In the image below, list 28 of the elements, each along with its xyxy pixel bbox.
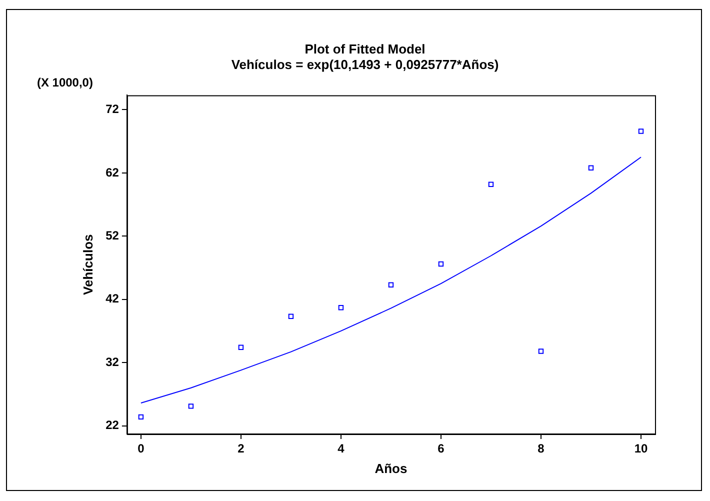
point <box>538 348 544 354</box>
point <box>238 344 244 350</box>
point <box>388 282 394 288</box>
x-tick-label: 2 <box>238 442 245 456</box>
point <box>638 128 644 134</box>
text: (X 1000,0) <box>36 76 93 90</box>
x-tick-label: 4 <box>338 442 345 456</box>
x-tick-label: 0 <box>138 442 145 456</box>
chart-title: Plot of Fitted Model <box>304 41 426 56</box>
y-tick-label: 32 <box>106 354 120 369</box>
y-axis-title: Vehículos <box>80 234 96 295</box>
y-tick-label: 22 <box>106 418 120 432</box>
x-tick-label: 8 <box>538 442 545 456</box>
x-tick-label: 6 <box>438 442 445 456</box>
x-axis-title: Años <box>374 460 408 476</box>
y-tick-label: 72 <box>106 102 120 116</box>
point <box>188 404 194 409</box>
point <box>438 261 444 267</box>
y-tick-label: 52 <box>106 228 120 242</box>
point <box>288 314 294 320</box>
point <box>488 182 494 187</box>
point <box>338 304 344 310</box>
y-tick-label: 62 <box>106 165 120 180</box>
y-tick-label: 42 <box>106 292 120 306</box>
chart-subtitle: Vehículos = exp(10,1493 + 0,0925777*Años) <box>231 56 499 72</box>
point <box>588 165 594 171</box>
x-tick-label: 10 <box>634 442 648 456</box>
point <box>138 414 144 420</box>
